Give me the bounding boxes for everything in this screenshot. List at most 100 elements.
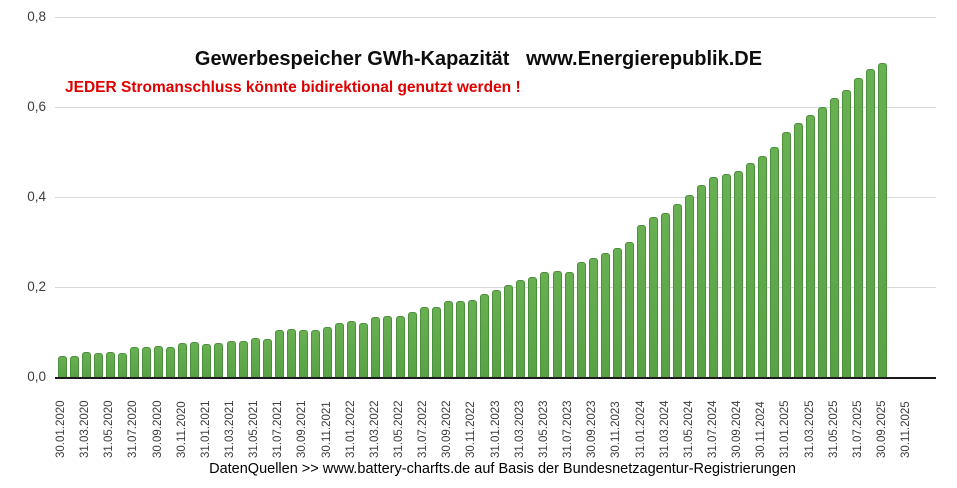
bar [395,315,405,377]
bar [81,352,91,377]
bar [540,271,550,377]
x-tick-label: 31.05.2022 [393,400,406,458]
bar [383,315,393,377]
x-tick-label: 31.05.2020 [103,400,116,458]
y-tick-label: 0,6 [27,99,46,114]
bar [769,146,779,377]
bar [178,342,188,377]
bar [661,213,671,377]
x-tick-label: 30.11.2024 [755,401,768,458]
bar [757,155,767,377]
chart-subtitle: JEDER Stromanschluss könnte bidirektiona… [65,79,521,96]
bar [624,241,634,377]
bar [781,131,791,377]
x-tick-label: 31.03.2025 [803,400,816,458]
x-tick-label: 31.07.2022 [417,400,430,458]
x-tick-label: 31.01.2022 [344,400,357,458]
x-tick-label: 31.03.2024 [658,400,671,458]
x-tick-label: 31.05.2021 [248,400,261,458]
x-tick-label: 31.07.2024 [706,400,719,458]
x-tick-label: 30.09.2023 [586,400,599,458]
bar [504,284,514,377]
bar [576,262,586,377]
bar [202,343,212,377]
x-tick-label: 31.01.2021 [199,400,212,458]
bar [612,247,622,377]
bar [564,271,574,377]
chart-title: Gewerbespeicher GWh-Kapazität www.Energi… [194,48,763,70]
bar [142,346,151,377]
x-tick-label: 31.07.2020 [127,400,140,458]
bar [806,115,816,377]
gridline [55,17,936,18]
x-tick-label: 31.05.2025 [827,400,840,458]
x-tick-label: 31.01.2024 [634,400,647,458]
bar [516,279,526,377]
bar [347,321,357,377]
bar [129,347,139,377]
x-tick-label: 31.07.2025 [851,400,864,458]
x-tick-label: 31.03.2022 [368,400,381,458]
bar [371,316,381,377]
bar [480,294,490,377]
bar [286,329,296,377]
bar [262,339,272,377]
bar [697,184,707,377]
x-tick-label: 31.05.2023 [537,400,550,458]
bar [830,98,840,377]
x-tick-label: 30.11.2025 [900,401,913,458]
bar [854,77,864,377]
bar [105,352,115,377]
bar [419,307,429,377]
x-tick-label: 31.05.2024 [682,400,695,458]
bar [166,347,176,377]
bar [214,342,224,377]
bar [226,341,236,377]
bar [407,312,417,377]
bar [335,323,345,377]
bar [600,253,610,377]
bar [492,290,502,377]
gridline [55,287,936,288]
bar [431,307,441,377]
x-tick-label: 31.07.2023 [562,400,575,458]
bar [552,271,562,377]
bar [274,330,284,377]
bar [709,176,719,377]
bar [745,163,755,377]
bar [878,63,888,377]
x-tick-label: 31.03.2021 [224,400,237,458]
bar [298,330,308,377]
x-tick-label: 30.11.2023 [610,401,623,458]
y-tick-label: 0,0 [27,369,46,384]
x-tick-label: 31.03.2020 [79,400,92,458]
bar [842,90,852,377]
x-tick-label: 30.01.2020 [55,400,67,458]
x-tick-label: 30.09.2025 [875,400,888,458]
x-tick-label: 31.03.2023 [513,400,526,458]
gridline [55,197,936,198]
y-tick-label: 0,4 [27,189,46,204]
bar [69,355,79,377]
bar [238,341,248,377]
x-tick-label: 31.01.2023 [489,400,502,458]
x-tick-label: 30.09.2024 [731,400,744,458]
y-tick-label: 0,2 [27,279,46,294]
y-tick-label: 0,8 [27,9,46,24]
bar [455,301,465,377]
bar [673,204,683,377]
bar [323,326,333,377]
bar [311,329,321,377]
bar [721,173,731,377]
x-axis-line [55,377,936,379]
bar [733,170,743,377]
bar [637,224,647,377]
bar [685,195,695,377]
bar [793,122,803,377]
bar [190,342,200,377]
bar [588,257,598,377]
x-tick-label: 31.01.2025 [779,400,792,458]
bar [359,323,369,377]
